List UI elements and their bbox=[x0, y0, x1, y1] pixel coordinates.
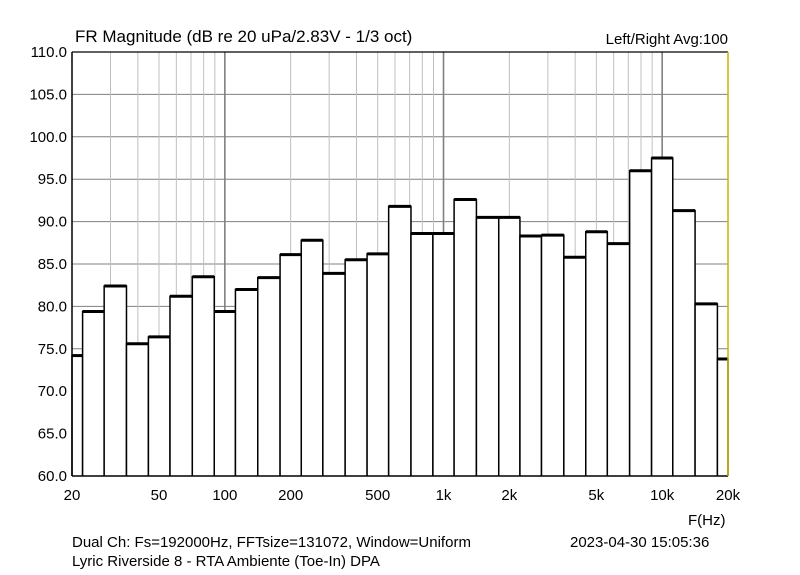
footer-settings: Dual Ch: Fs=192000Hz, FFTsize=131072, Wi… bbox=[72, 534, 471, 551]
bar-100 bbox=[214, 311, 236, 476]
x-tick-label: 5k bbox=[588, 487, 604, 504]
bar-31.5 bbox=[104, 286, 127, 476]
bar-200 bbox=[280, 254, 302, 476]
bar-8k bbox=[629, 170, 652, 476]
y-tick-label: 90.0 bbox=[38, 214, 67, 231]
x-tick-label: 100 bbox=[212, 487, 237, 504]
y-tick-label: 105.0 bbox=[29, 86, 67, 103]
bar-4k bbox=[563, 257, 586, 476]
y-tick-label: 60.0 bbox=[38, 468, 67, 485]
bar-630 bbox=[388, 206, 411, 476]
bar-250 bbox=[301, 240, 323, 476]
bar-2.5k bbox=[519, 236, 542, 476]
bar-2k bbox=[498, 217, 520, 477]
x-tick-label: 200 bbox=[278, 487, 303, 504]
y-tick-label: 100.0 bbox=[29, 129, 67, 146]
bar-6.3k bbox=[607, 243, 630, 476]
bar-50 bbox=[148, 336, 170, 476]
bar-125 bbox=[235, 289, 258, 476]
y-tick-label: 85.0 bbox=[38, 256, 67, 273]
x-tick-label: 10k bbox=[650, 487, 675, 504]
bar-20 bbox=[72, 355, 83, 476]
bar-1.6k bbox=[476, 217, 499, 477]
x-tick-label: 2k bbox=[501, 487, 517, 504]
y-tick-label: 80.0 bbox=[38, 298, 67, 315]
y-tick-label: 75.0 bbox=[38, 341, 67, 358]
bar-63 bbox=[169, 296, 193, 476]
bar-315 bbox=[322, 273, 346, 476]
y-tick-label: 70.0 bbox=[38, 383, 67, 400]
bar-20k bbox=[717, 358, 728, 476]
bar-400 bbox=[345, 259, 368, 476]
y-tick-label: 110.0 bbox=[31, 44, 67, 61]
bar-12.5k bbox=[672, 210, 696, 477]
bar-80 bbox=[192, 276, 215, 476]
plot-frame bbox=[71, 51, 729, 477]
bar-40 bbox=[126, 343, 149, 476]
y-tick-label: 95.0 bbox=[38, 171, 67, 188]
x-tick-label: 500 bbox=[365, 487, 390, 504]
channel-label: Left/Right Avg:100 bbox=[605, 31, 728, 48]
chart-title: FR Magnitude (dB re 20 uPa/2.83V - 1/3 o… bbox=[75, 27, 413, 46]
bar-500 bbox=[367, 253, 389, 476]
x-axis-ticks: 20 50 100 200 500 1k 2k 5k 10k 20k bbox=[64, 487, 741, 504]
y-axis-ticks: 110.0 105.0 100.0 95.0 90.0 85.0 80.0 75.0 70.0 6… bbox=[29, 44, 67, 485]
bar-16k bbox=[695, 303, 718, 476]
footer-datetime: 2023-04-30 15:05:36 bbox=[570, 534, 710, 551]
x-tick-label: 20k bbox=[716, 487, 741, 504]
x-tick-label: 50 bbox=[151, 487, 168, 504]
x-tick-label: 1k bbox=[436, 487, 452, 504]
bar-1k bbox=[432, 233, 455, 476]
bar-800 bbox=[410, 233, 433, 476]
footer-description: Lyric Riverside 8 - RTA Ambiente (Toe-In… bbox=[72, 553, 380, 570]
bar-160 bbox=[257, 277, 281, 476]
bar-10k bbox=[651, 158, 673, 476]
bar-25 bbox=[82, 311, 105, 476]
bar-5k bbox=[585, 231, 608, 476]
y-tick-label: 65.0 bbox=[38, 426, 67, 443]
x-axis-label: F(Hz) bbox=[688, 512, 726, 529]
bar-3.15k bbox=[541, 235, 564, 476]
bar-1.25k bbox=[454, 199, 477, 476]
bar-series bbox=[71, 156, 729, 477]
x-tick-label: 20 bbox=[64, 487, 81, 504]
